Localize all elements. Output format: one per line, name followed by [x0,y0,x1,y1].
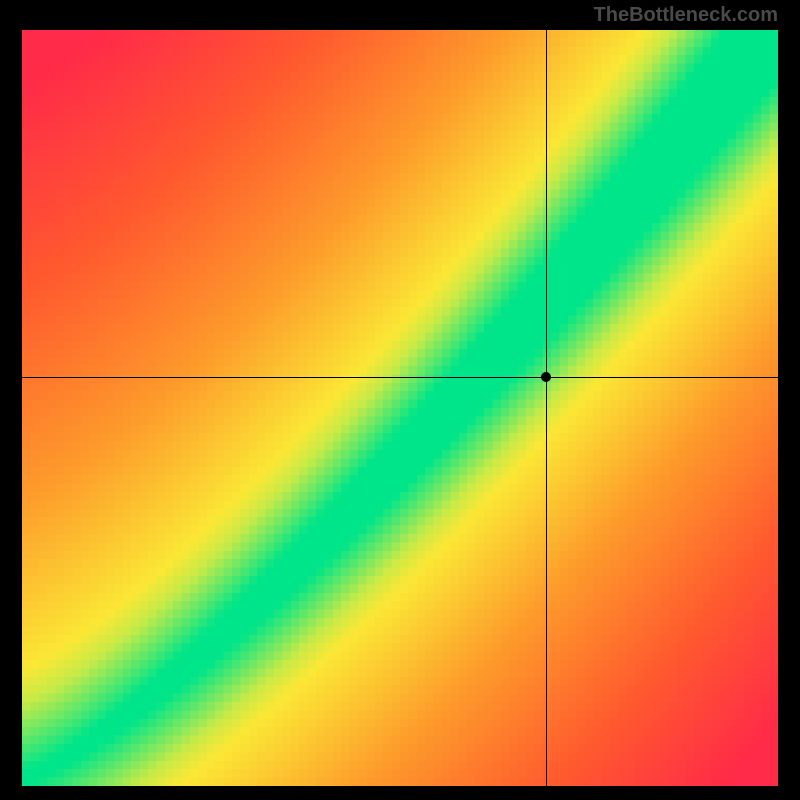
bottleneck-heatmap [22,30,778,786]
watermark-text: TheBottleneck.com [594,4,778,27]
crosshair-vertical [546,30,547,786]
crosshair-marker-dot [541,372,551,382]
crosshair-horizontal [22,377,778,378]
